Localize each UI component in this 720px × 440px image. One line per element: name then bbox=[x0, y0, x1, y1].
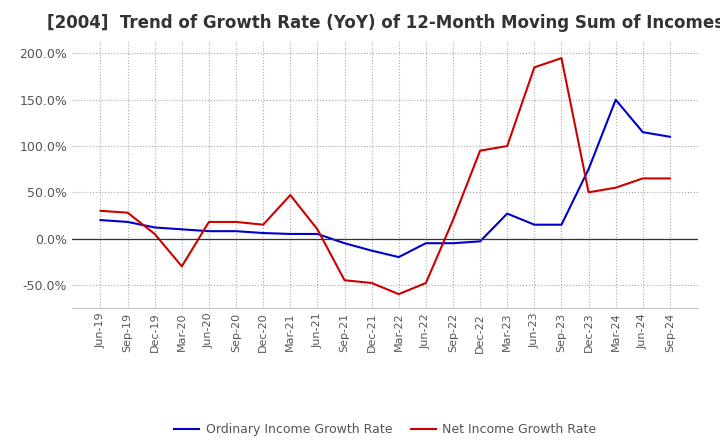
Net Income Growth Rate bbox=[503, 143, 511, 149]
Ordinary Income Growth Rate bbox=[96, 217, 105, 223]
Ordinary Income Growth Rate bbox=[367, 248, 376, 253]
Net Income Growth Rate bbox=[611, 185, 620, 191]
Net Income Growth Rate bbox=[395, 291, 403, 297]
Ordinary Income Growth Rate bbox=[503, 211, 511, 216]
Ordinary Income Growth Rate bbox=[259, 231, 268, 236]
Net Income Growth Rate bbox=[341, 278, 349, 283]
Ordinary Income Growth Rate bbox=[395, 254, 403, 260]
Net Income Growth Rate bbox=[96, 208, 105, 213]
Net Income Growth Rate bbox=[449, 217, 457, 223]
Line: Ordinary Income Growth Rate: Ordinary Income Growth Rate bbox=[101, 100, 670, 257]
Net Income Growth Rate bbox=[639, 176, 647, 181]
Ordinary Income Growth Rate bbox=[150, 225, 159, 230]
Net Income Growth Rate bbox=[204, 219, 213, 224]
Ordinary Income Growth Rate bbox=[313, 231, 322, 237]
Ordinary Income Growth Rate bbox=[286, 231, 294, 237]
Ordinary Income Growth Rate bbox=[665, 134, 674, 139]
Ordinary Income Growth Rate bbox=[232, 228, 240, 234]
Line: Net Income Growth Rate: Net Income Growth Rate bbox=[101, 58, 670, 294]
Net Income Growth Rate bbox=[665, 176, 674, 181]
Ordinary Income Growth Rate bbox=[421, 241, 430, 246]
Net Income Growth Rate bbox=[530, 65, 539, 70]
Ordinary Income Growth Rate bbox=[639, 129, 647, 135]
Ordinary Income Growth Rate bbox=[123, 219, 132, 224]
Net Income Growth Rate bbox=[123, 210, 132, 215]
Ordinary Income Growth Rate bbox=[476, 239, 485, 244]
Net Income Growth Rate bbox=[367, 280, 376, 286]
Ordinary Income Growth Rate bbox=[341, 241, 349, 246]
Ordinary Income Growth Rate bbox=[178, 227, 186, 232]
Ordinary Income Growth Rate bbox=[611, 97, 620, 103]
Ordinary Income Growth Rate bbox=[584, 166, 593, 172]
Net Income Growth Rate bbox=[313, 227, 322, 232]
Net Income Growth Rate bbox=[286, 192, 294, 198]
Net Income Growth Rate bbox=[421, 280, 430, 286]
Title: [2004]  Trend of Growth Rate (YoY) of 12-Month Moving Sum of Incomes: [2004] Trend of Growth Rate (YoY) of 12-… bbox=[47, 15, 720, 33]
Net Income Growth Rate bbox=[178, 264, 186, 269]
Net Income Growth Rate bbox=[476, 148, 485, 153]
Ordinary Income Growth Rate bbox=[204, 228, 213, 234]
Ordinary Income Growth Rate bbox=[557, 222, 566, 227]
Net Income Growth Rate bbox=[150, 231, 159, 237]
Net Income Growth Rate bbox=[557, 55, 566, 61]
Net Income Growth Rate bbox=[259, 222, 268, 227]
Net Income Growth Rate bbox=[232, 219, 240, 224]
Net Income Growth Rate bbox=[584, 190, 593, 195]
Legend: Ordinary Income Growth Rate, Net Income Growth Rate: Ordinary Income Growth Rate, Net Income … bbox=[169, 418, 601, 440]
Ordinary Income Growth Rate bbox=[530, 222, 539, 227]
Ordinary Income Growth Rate bbox=[449, 241, 457, 246]
